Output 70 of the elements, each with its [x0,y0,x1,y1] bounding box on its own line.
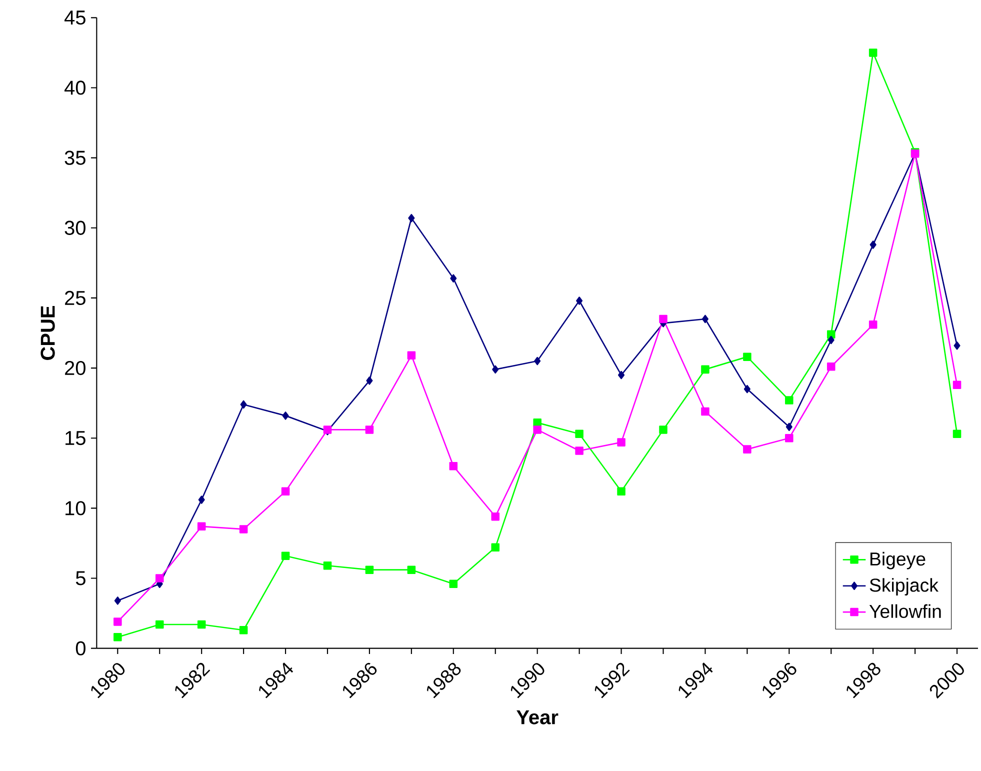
point [114,618,122,626]
point [114,632,122,642]
point [282,412,289,420]
point [576,296,583,305]
point [575,430,584,438]
point [492,365,499,374]
point [826,330,836,339]
y-tick-label: 30 [64,220,86,235]
point [868,320,878,329]
legend-label: Skipjack [870,578,939,596]
point [281,487,290,496]
point [952,430,962,438]
point [450,274,457,282]
point [491,543,500,552]
point [197,522,206,531]
y-tick-label: 20 [65,360,86,376]
y-tick-label: 5 [76,571,86,586]
point [617,438,626,446]
point [533,426,542,434]
point [785,396,794,404]
y-tick-label: 15 [66,431,86,446]
point [366,376,373,385]
point [701,407,710,416]
point [826,362,836,371]
point [155,620,164,629]
point [365,426,374,434]
point [197,620,206,629]
x-axis-title: Year [516,710,558,724]
point [114,596,121,605]
point [828,336,834,344]
y-tick-label: 45 [64,10,86,25]
point [617,487,626,496]
point [702,314,708,324]
point [534,356,541,366]
point [365,566,374,574]
point [952,380,962,389]
y-tick-label: 0 [76,641,86,656]
y-tick-label: 10 [66,501,86,516]
point [744,384,750,394]
point [743,445,752,454]
point [323,562,332,570]
point [449,462,458,470]
point [408,214,415,222]
point [659,314,668,324]
point [491,512,500,521]
point [868,48,878,57]
point [449,580,458,588]
y-axis-title: CPUE [40,306,55,360]
point [785,434,794,442]
point [155,574,164,582]
point [743,352,752,361]
point [870,240,876,249]
point [618,370,625,380]
y-tick-label: 35 [64,150,86,165]
point [575,446,584,455]
point [659,426,668,434]
y-tick-label: 40 [64,80,86,95]
y-tick-label: 25 [65,290,86,306]
legend-label: Yellowfin [869,604,941,618]
point [239,626,248,634]
point [198,496,205,504]
point [240,400,247,409]
point [954,341,960,350]
legend-label: Bigeye [870,552,926,570]
point [786,422,792,432]
point [407,351,416,360]
point [407,566,416,574]
point [281,552,290,560]
point [239,525,248,534]
point [701,365,710,374]
